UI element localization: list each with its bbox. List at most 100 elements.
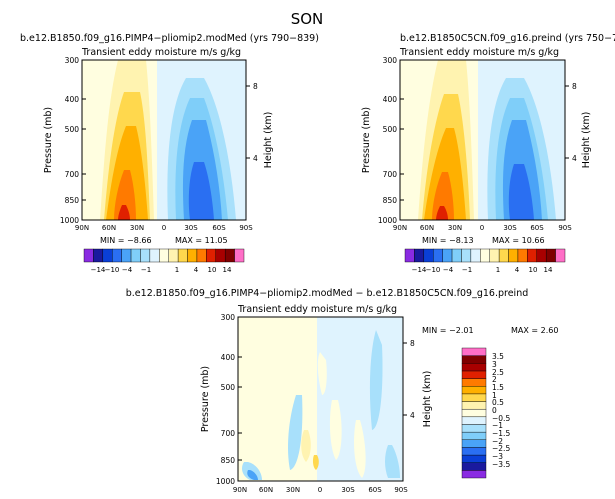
panel-b-ytick-right: 8 xyxy=(572,82,577,91)
colorbar-swatch xyxy=(130,248,141,263)
panel-c-title: b.e12.B1850.f09_g16.PIMP4−pliomip2.modMe… xyxy=(126,288,529,299)
panel-b-max: MAX = 10.66 xyxy=(492,236,545,245)
panel-b-xtick: 30S xyxy=(503,224,517,232)
panel-c-cb-label: 1 xyxy=(492,391,497,400)
panel-c-cb-label: −0.5 xyxy=(492,414,510,423)
panel-a-cb-label: −10 xyxy=(105,266,120,274)
panel-a-ytick: 700 xyxy=(65,170,80,179)
panel-a-y-right-ticks: 8 4 xyxy=(246,82,258,163)
panel-c-cb-label: 3.5 xyxy=(492,352,504,361)
panel-a-colorbar-labels: −14 −10 −4 −1 1 4 10 14 xyxy=(91,266,232,274)
panel-c-cb-label: −1.5 xyxy=(492,429,510,438)
panel-a-ytick: 400 xyxy=(65,95,80,104)
panel-b-frame xyxy=(399,59,566,221)
colorbar-swatch xyxy=(545,248,556,263)
panel-c-cb-label: 0 xyxy=(492,406,497,415)
panel-b-y-ticks: 300 400 500 700 850 1000 xyxy=(378,56,404,225)
panel-b-cb-label: −14 xyxy=(412,266,427,274)
panel-a-ylabel: Pressure (mb) xyxy=(43,107,54,173)
panel-c-anom-8 xyxy=(312,455,319,470)
panel-a-x-ticks: 90N 60N 30N 0 30S 60S 90S xyxy=(75,224,253,232)
colorbar-swatch xyxy=(461,248,472,263)
panel-c-anom-1 xyxy=(317,352,327,395)
panel-a-contour-pos-4 xyxy=(114,170,136,220)
panel-b-cb-label: 10 xyxy=(529,266,538,274)
panel-c-plot xyxy=(237,316,404,482)
colorbar-swatch xyxy=(498,248,509,263)
panel-a-cb-label: −14 xyxy=(91,266,106,274)
colorbar-swatch xyxy=(461,470,487,479)
panel-c-y-right-ticks: 8 4 xyxy=(403,339,415,420)
panel-b-subtitle: Transient eddy moisture m/s g/kg xyxy=(399,47,559,58)
panel-b-ytick: 700 xyxy=(383,170,398,179)
colorbar-swatch xyxy=(461,355,487,364)
panel-a-xtick: 60S xyxy=(212,224,226,232)
panel-c-y-ticks: 300 400 500 700 850 1000 xyxy=(216,313,242,486)
panel-b-xtick: 90N xyxy=(393,224,407,232)
panel-c-cb-label: −2.5 xyxy=(492,444,510,453)
panel-c-ytick-right: 4 xyxy=(410,411,415,420)
panel-a: b.e12.B1850.f09_g16.PIMP4−pliomip2.modMe… xyxy=(20,33,319,274)
colorbar-swatch xyxy=(461,378,487,387)
colorbar-swatch xyxy=(159,248,169,263)
panel-c-ytick: 400 xyxy=(221,353,236,362)
panel-c-ytick: 850 xyxy=(221,456,236,465)
colorbar-swatch xyxy=(224,248,235,263)
panel-b-cb-label: −1 xyxy=(462,266,472,274)
panel-c-xtick: 30N xyxy=(286,486,300,494)
colorbar-swatch xyxy=(461,386,487,395)
panel-a-cb-label: 14 xyxy=(223,266,232,274)
colorbar-swatch xyxy=(461,424,487,433)
panel-c-cb-label: 2 xyxy=(492,375,497,384)
panel-b-y-right-ticks: 8 4 xyxy=(565,82,577,163)
colorbar-swatch xyxy=(508,248,519,263)
panel-b-cb-label: −4 xyxy=(443,266,454,274)
panel-c-anom-7 xyxy=(301,430,311,462)
colorbar-swatch xyxy=(168,248,179,263)
panel-c-x-ticks: 90N 60N 30N 0 30S 60S 90S xyxy=(233,486,408,494)
panel-a-title: b.e12.B1850.f09_g16.PIMP4−pliomip2.modMe… xyxy=(20,33,319,44)
panel-b-colorbar-labels: −14 −10 −4 −1 1 4 10 14 xyxy=(412,266,553,274)
panel-a-cb-label: −4 xyxy=(122,266,133,274)
panel-c-cb-label: −3.5 xyxy=(492,460,510,469)
colorbar-swatch xyxy=(112,248,122,263)
colorbar-swatch xyxy=(433,248,443,263)
panel-a-xtick: 30S xyxy=(184,224,198,232)
panel-b: b.e12.B1850C5CN.f09_g16.preind (yrs 750−… xyxy=(361,33,615,274)
colorbar-swatch xyxy=(461,347,487,356)
panel-a-ytick-right: 4 xyxy=(253,154,258,163)
colorbar-swatch xyxy=(461,408,487,418)
colorbar-swatch xyxy=(451,248,462,263)
colorbar-swatch xyxy=(187,248,198,263)
colorbar-swatch xyxy=(461,393,487,402)
panel-c-cb-label: −1 xyxy=(492,421,503,430)
panel-c-cb-label: −3 xyxy=(492,452,503,461)
panel-a-ylabel-right: Height (km) xyxy=(263,112,274,169)
panel-b-ytick: 1000 xyxy=(378,216,397,225)
colorbar-swatch xyxy=(196,248,207,263)
panel-c-cb-label: 1.5 xyxy=(492,383,504,392)
panel-c-xtick: 90N xyxy=(233,486,247,494)
panel-c-cb-label: 2.5 xyxy=(492,368,504,377)
panel-b-xtick: 60S xyxy=(530,224,544,232)
panel-b-contour-pos-4 xyxy=(432,172,454,220)
colorbar-swatch xyxy=(461,401,487,410)
panel-c-ylabel: Pressure (mb) xyxy=(200,366,211,432)
panel-c-xtick: 60N xyxy=(259,486,273,494)
panel-b-ytick: 300 xyxy=(383,56,398,65)
panel-c-ylabel-right: Height (km) xyxy=(422,371,433,428)
colorbar-swatch xyxy=(404,248,415,263)
panel-b-ylabel: Pressure (mb) xyxy=(361,107,372,173)
panel-c-anom-2 xyxy=(329,400,342,460)
panel-c-anom-5 xyxy=(369,330,383,430)
panel-a-cb-label: −1 xyxy=(141,266,151,274)
colorbar-swatch xyxy=(461,439,487,448)
colorbar-swatch xyxy=(517,248,528,263)
colorbar-swatch xyxy=(177,248,188,263)
colorbar-swatch xyxy=(461,363,487,372)
panel-a-colorbar xyxy=(83,248,245,263)
panel-a-min: MIN = −8.66 xyxy=(100,236,152,245)
panel-b-ylabel-right: Height (km) xyxy=(581,112,592,169)
panel-c-ytick: 1000 xyxy=(216,477,235,486)
panel-b-min: MIN = −8.13 xyxy=(422,236,474,245)
